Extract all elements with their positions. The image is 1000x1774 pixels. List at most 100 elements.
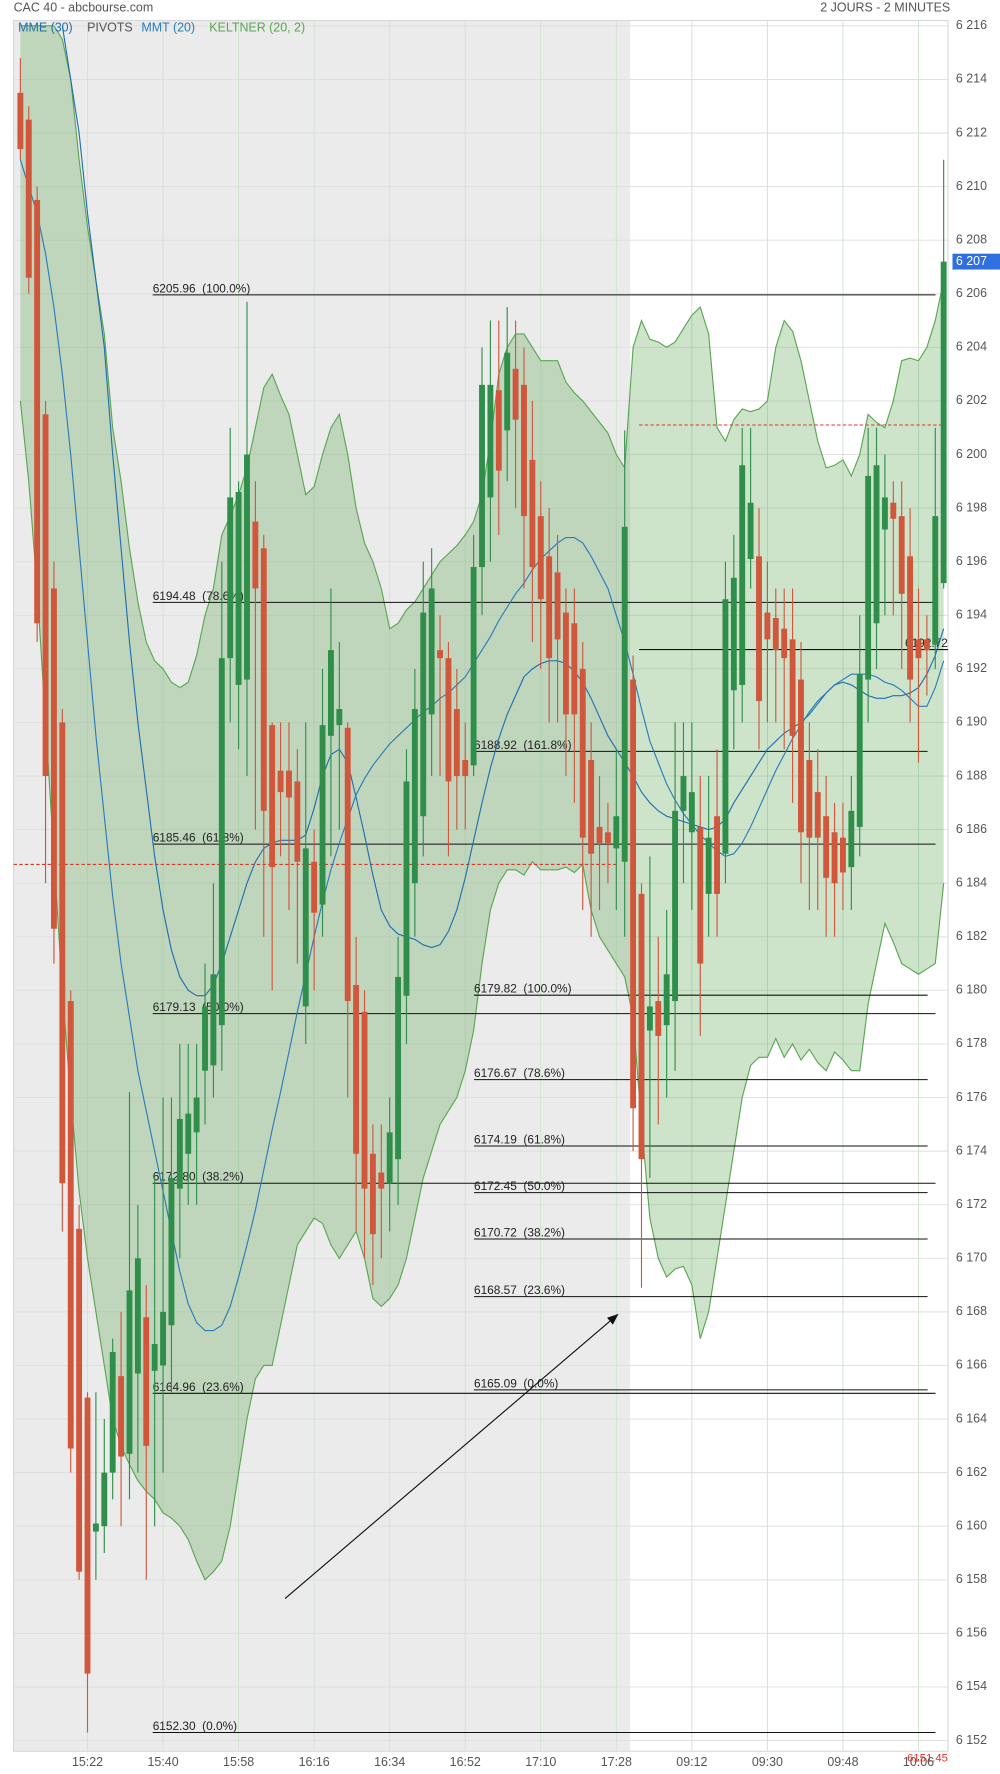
last-price-tag — [952, 253, 1000, 270]
candle-body — [25, 119, 32, 278]
candle-body — [277, 770, 284, 793]
y-tick-label: 6 208 — [956, 232, 987, 246]
candle-body — [470, 567, 477, 766]
candle-body — [462, 759, 469, 777]
candle-body — [705, 837, 712, 894]
y-tick-label: 6 202 — [956, 393, 987, 407]
candle-body — [294, 781, 301, 862]
candle-body — [764, 612, 771, 640]
y-tick-label: 6 204 — [956, 340, 987, 354]
candle-body — [865, 475, 872, 680]
candle-body — [596, 826, 603, 844]
candle-body — [563, 612, 569, 715]
candle-body — [856, 674, 863, 827]
x-tick-label: 16:52 — [450, 1755, 481, 1769]
candle-body — [638, 893, 645, 1160]
fib-label: 6152.30 (0.0%) — [153, 1719, 237, 1733]
candle-body — [311, 861, 318, 913]
candle-body — [50, 588, 57, 929]
x-tick-label: 15:22 — [72, 1755, 103, 1769]
candle-body — [143, 1317, 150, 1446]
candle-body — [361, 1011, 368, 1189]
candle-body — [932, 516, 939, 645]
candle-body — [881, 497, 888, 530]
y-tick-label: 6 170 — [956, 1251, 987, 1265]
candle-body — [386, 1132, 393, 1184]
fib-label: 6194.48 (78.6%) — [153, 589, 244, 603]
candle-body — [898, 516, 905, 594]
fib-label: 6165.09 (0.0%) — [474, 1376, 558, 1390]
candle-body — [663, 974, 670, 1026]
candle-body — [504, 352, 511, 431]
candle-body — [17, 92, 24, 150]
fib-label: 6185.46 (61.8%) — [153, 831, 244, 845]
legend-mmt: MMT (20) — [141, 21, 195, 35]
y-tick-label: 6 152 — [956, 1733, 987, 1747]
candle-body — [244, 454, 250, 680]
candle-body — [604, 832, 611, 844]
candle-body — [218, 658, 225, 1026]
candle-body — [814, 792, 821, 838]
y-tick-label: 6 172 — [956, 1197, 987, 1211]
y-tick-label: 6 200 — [956, 447, 987, 461]
y-tick-label: 6 188 — [956, 768, 987, 782]
y-tick-label: 6 198 — [956, 500, 987, 514]
fib-label: 6164.96 (23.6%) — [153, 1380, 244, 1394]
candle-body — [109, 1352, 116, 1473]
y-tick-label: 6 168 — [956, 1304, 987, 1318]
candle-body — [512, 368, 519, 420]
candle-body — [353, 984, 360, 1154]
candle-body — [411, 709, 418, 884]
candle-body — [646, 1006, 653, 1031]
moving-average — [61, 25, 945, 997]
y-tick-label: 6 166 — [956, 1358, 987, 1372]
candle-body — [823, 816, 830, 878]
candle-body — [873, 465, 880, 624]
y-tick-label: 6 184 — [956, 875, 987, 889]
candle-body — [227, 497, 234, 659]
candle-body — [554, 572, 561, 640]
candle-body — [613, 816, 620, 849]
y-tick-label: 6 210 — [956, 179, 987, 193]
candle-body — [151, 1344, 158, 1371]
y-tick-label: 6 156 — [956, 1626, 987, 1640]
candle-body — [479, 384, 485, 568]
fib-label: 6172.45 (50.0%) — [474, 1179, 565, 1193]
plot-frame — [13, 19, 949, 1752]
candle-body — [806, 759, 813, 838]
x-tick-label: 16:34 — [374, 1755, 405, 1769]
chart-subtitle: 2 JOURS - 2 MINUTES — [820, 0, 950, 14]
candle-body — [655, 1001, 662, 1036]
fib-label: 6176.67 (78.6%) — [474, 1066, 565, 1080]
x-tick-label: 09:48 — [827, 1755, 858, 1769]
fib-label: 6170.72 (38.2%) — [474, 1225, 565, 1239]
candle-body — [101, 1472, 108, 1527]
candle-body — [848, 810, 855, 868]
candle-body — [428, 588, 435, 715]
candle-body — [420, 612, 427, 817]
candle-body — [327, 650, 334, 736]
y-tick-label: 6 192 — [956, 661, 987, 675]
candle-body — [168, 1177, 175, 1326]
chart-title: CAC 40 - abcbourse.com — [14, 0, 154, 14]
candle-body — [260, 548, 267, 811]
y-tick-label: 6 180 — [956, 983, 987, 997]
y-tick-label: 6 162 — [956, 1465, 987, 1479]
candle-body — [92, 1523, 99, 1532]
candle-body — [487, 384, 494, 498]
candle-body — [688, 792, 695, 833]
candle-body — [756, 556, 762, 702]
candle-body — [940, 261, 947, 584]
candle-body — [84, 1397, 91, 1674]
y-tick-label: 6 196 — [956, 554, 987, 568]
candle-body — [67, 1001, 74, 1449]
candle-body — [437, 650, 443, 659]
low-marker: 6151.45 — [907, 1753, 948, 1765]
candle-body — [789, 639, 796, 736]
keltner-lower — [19, 400, 945, 1581]
y-tick-label: 6 216 — [956, 18, 987, 32]
x-tick-label: 10:06 — [903, 1755, 934, 1769]
candle-body — [730, 577, 737, 691]
candle-body — [579, 668, 586, 838]
y-tick-label: 6 182 — [956, 929, 987, 943]
